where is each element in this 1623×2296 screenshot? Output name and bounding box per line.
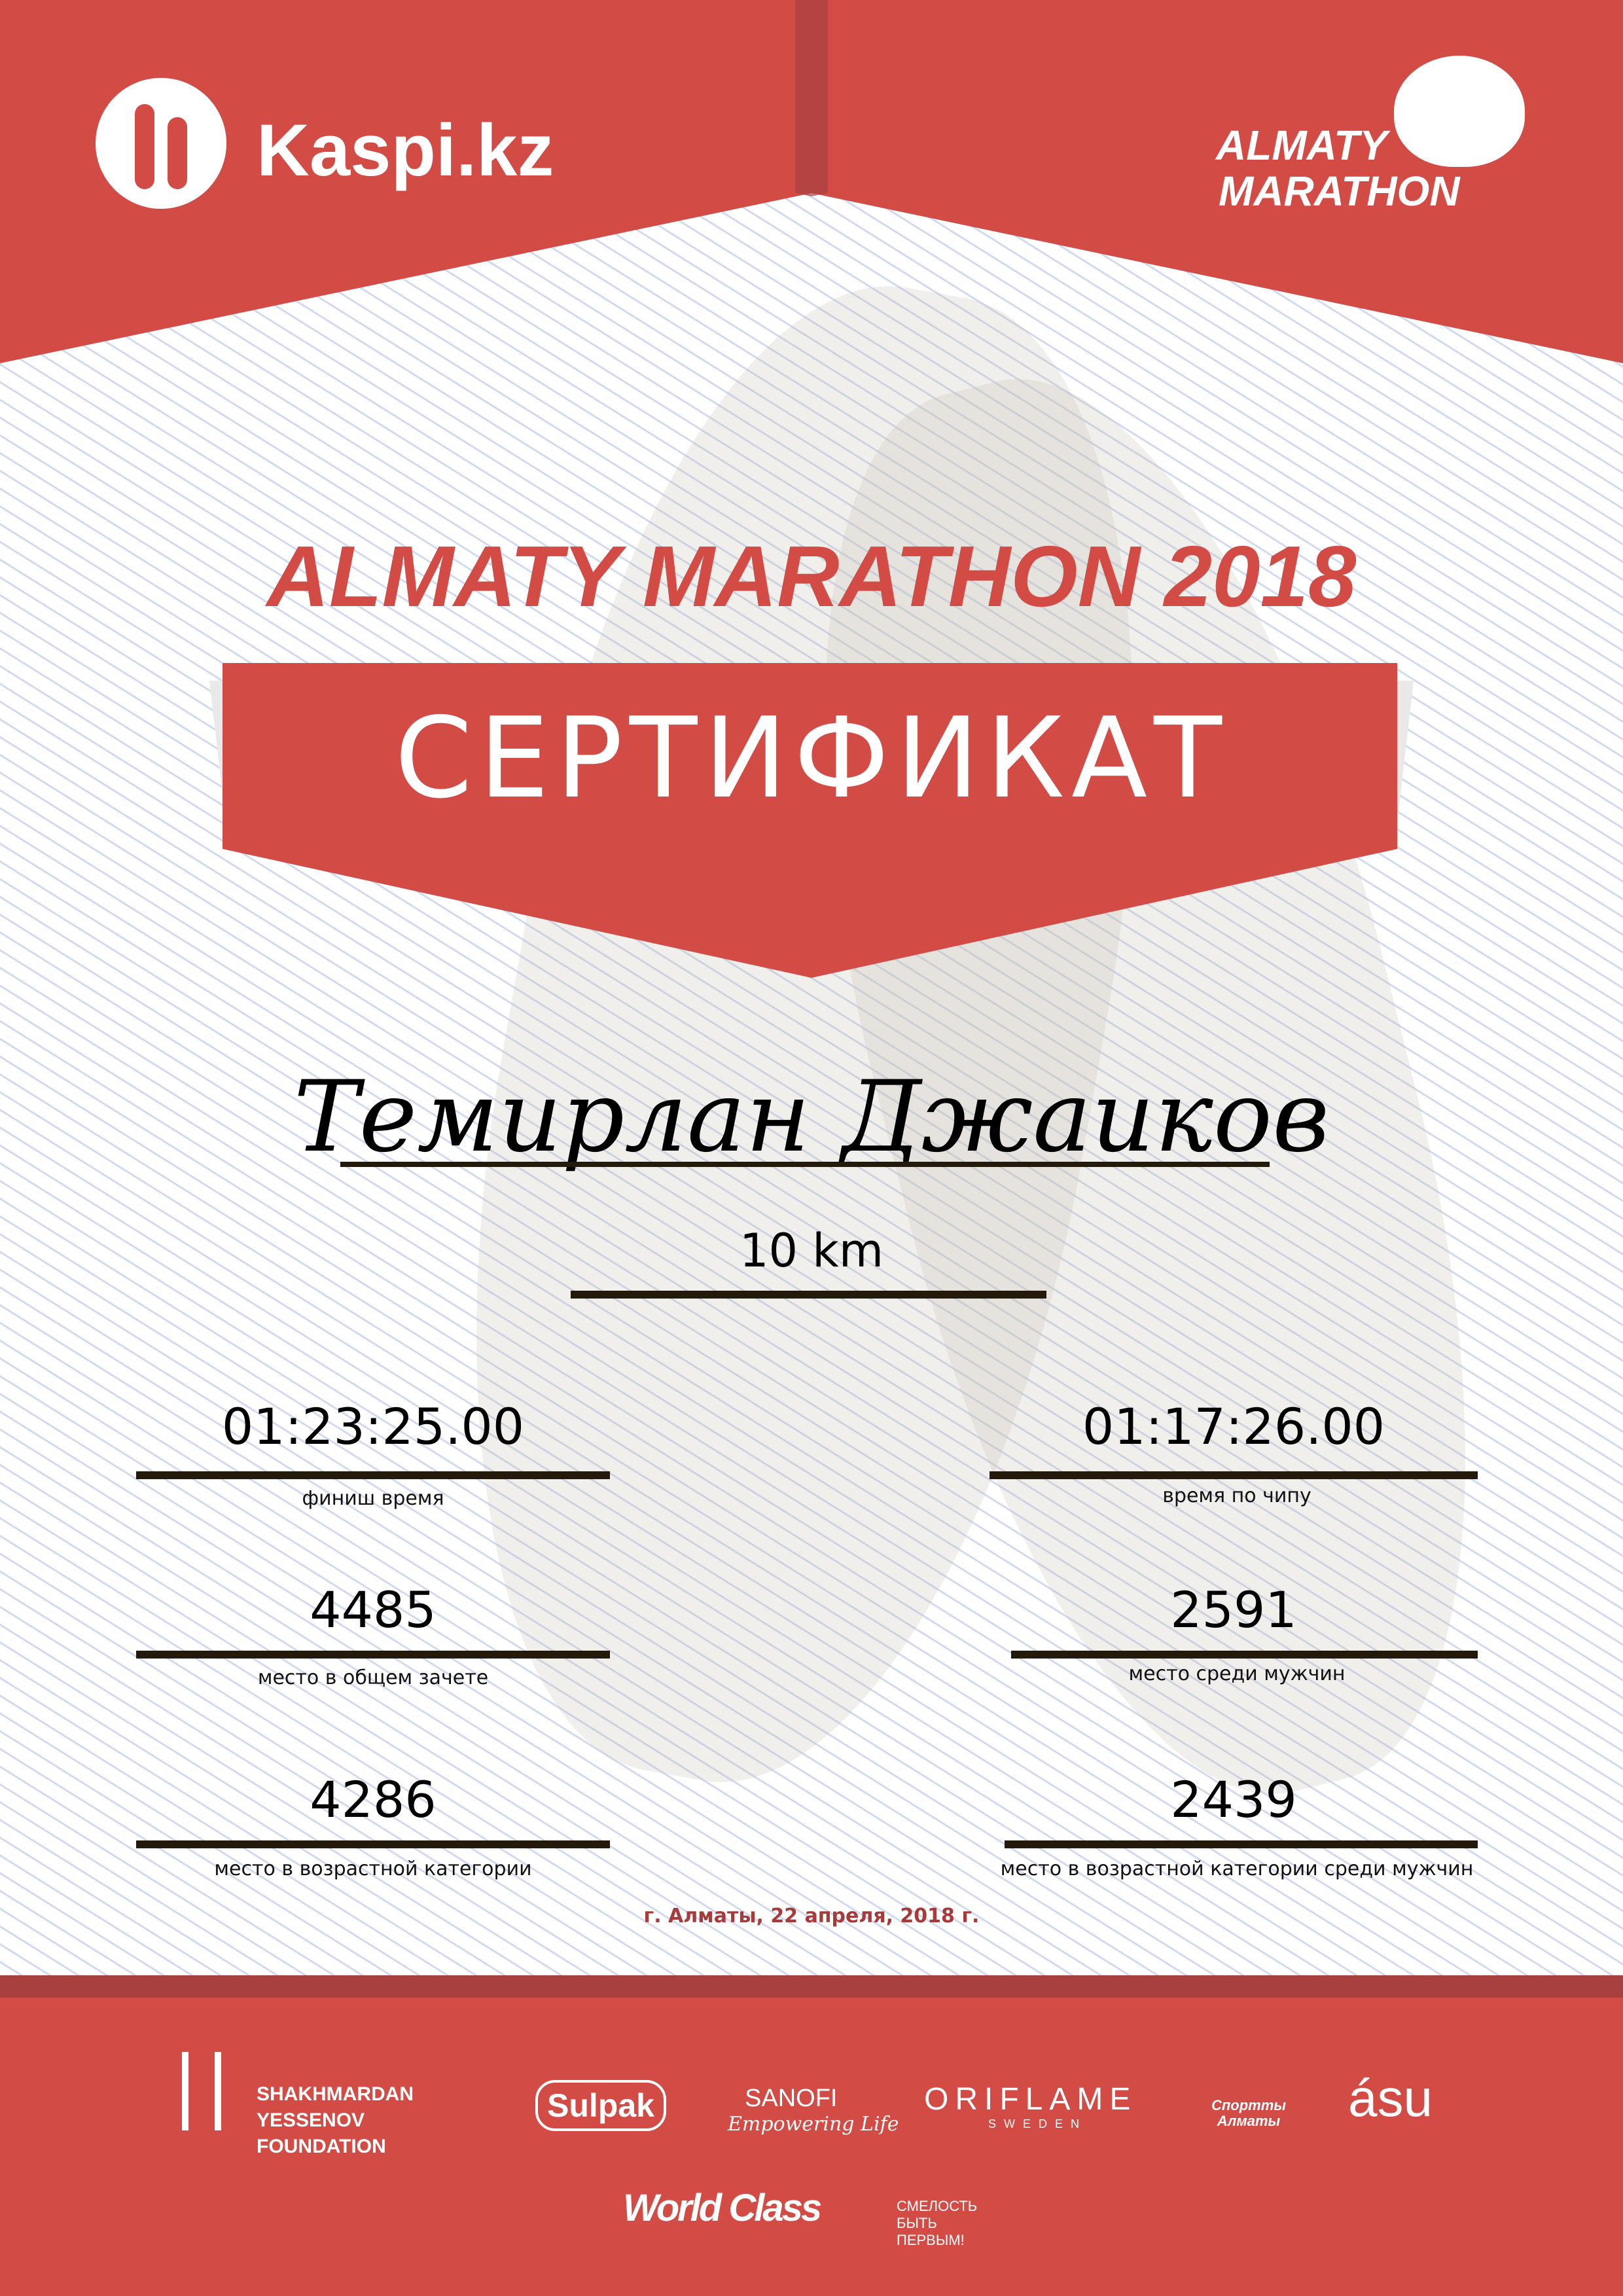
participant-name: Темирлан Джаиков xyxy=(293,1060,1330,1174)
footer-band xyxy=(0,1975,1623,2296)
asu-logo: ásu xyxy=(1348,2069,1433,2127)
age-place-label: место в возрастной категории xyxy=(214,1857,532,1880)
fund-logo: СМЕЛОСТЬ БЫТЬ ПЕРВЫМ! xyxy=(897,2198,978,2248)
certificate-banner xyxy=(209,663,1414,978)
world-class-logo: World Class xyxy=(623,2187,822,2229)
distance-underline xyxy=(571,1291,1046,1299)
age-male-place-line xyxy=(1005,1840,1478,1848)
header-band xyxy=(0,0,1623,363)
event-logo-line2: MARATHON xyxy=(1219,168,1460,215)
background-pattern xyxy=(0,0,1623,1996)
male-place-value: 2591 xyxy=(1170,1581,1297,1639)
male-place-line xyxy=(1011,1651,1478,1659)
event-title: ALMATY MARATHON 2018 xyxy=(266,528,1357,624)
almaty-marathon-logo xyxy=(1394,56,1525,167)
certificate-heading: СЕРТИФИКАТ xyxy=(395,694,1228,823)
distance: 10 km xyxy=(739,1224,884,1278)
oriflame-sub: SWEDEN xyxy=(988,2117,1088,2130)
name-underline xyxy=(340,1162,1270,1167)
age-place-line xyxy=(136,1840,610,1848)
event-logo-line1: ALMATY xyxy=(1216,122,1387,169)
sport-almaty-logo: Спортты Алматы xyxy=(1211,2097,1287,2129)
sanofi-logo: SANOFI xyxy=(745,2085,838,2112)
chip-time-label: время по чипу xyxy=(1162,1484,1311,1507)
sanofi-tagline: Empowering Life xyxy=(728,2113,899,2136)
finish-time-value: 01:23:25.00 xyxy=(221,1397,525,1456)
chip-time-value: 01:17:26.00 xyxy=(1082,1397,1385,1456)
finish-time-label: финиш время xyxy=(302,1487,444,1510)
male-place-label: место среди мужчин xyxy=(1128,1662,1346,1685)
age-place-value: 4286 xyxy=(310,1770,437,1829)
chip-time-line xyxy=(990,1471,1478,1479)
overall-place-label: место в общем зачете xyxy=(257,1666,489,1689)
finish-time-line xyxy=(136,1471,610,1479)
overall-place-value: 4485 xyxy=(310,1581,437,1639)
yessenov-logo: SHAKHMARDAN YESSENOV FOUNDATION xyxy=(257,2083,414,2157)
age-male-place-label: место в возрастной категории среди мужчи… xyxy=(1000,1857,1474,1880)
yessenov-logo-icon xyxy=(182,2052,221,2130)
overall-place-line xyxy=(136,1651,610,1659)
kaspi-logo xyxy=(96,78,226,209)
oriflame-logo: ORIFLAME xyxy=(924,2082,1137,2117)
date-place: г. Алматы, 22 апреля, 2018 г. xyxy=(643,1905,980,1928)
sulpak-logo: Sulpak xyxy=(535,2080,666,2131)
kaspi-logo-text: Kaspi.kz xyxy=(257,109,554,191)
age-male-place-value: 2439 xyxy=(1170,1770,1297,1829)
